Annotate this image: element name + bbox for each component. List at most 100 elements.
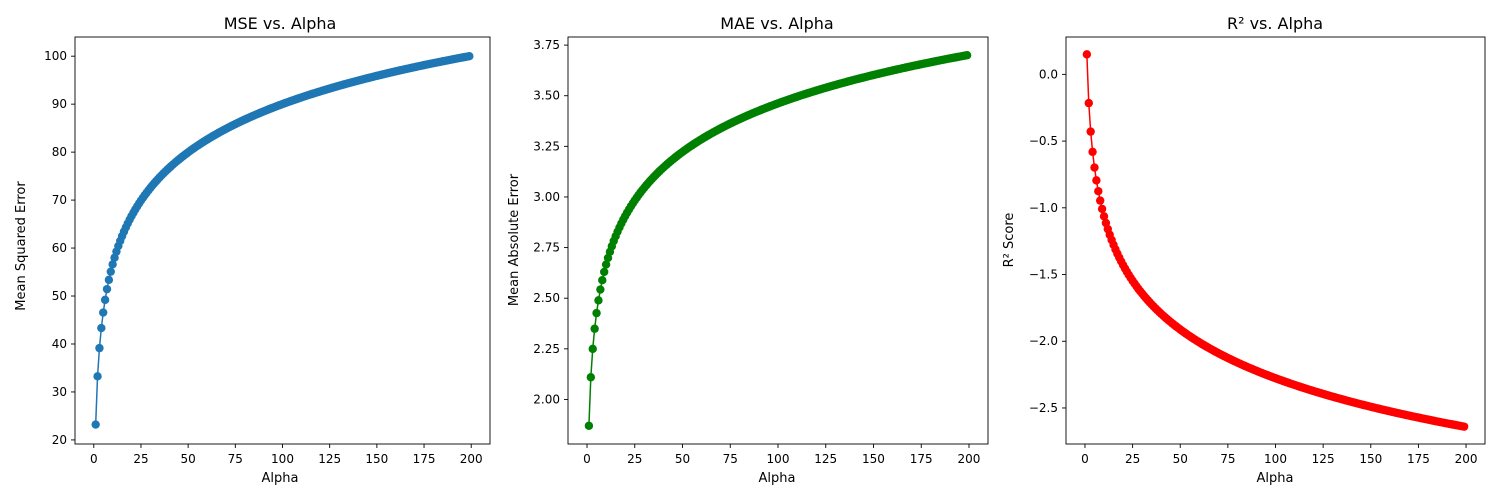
data-point <box>1459 422 1469 431</box>
x-tick-label: 200 <box>958 452 981 466</box>
y-tick-label: −0.5 <box>1029 134 1058 148</box>
y-tick-label: 30 <box>52 385 67 399</box>
y-tick-label: 50 <box>52 289 67 303</box>
y-tick-label: −1.0 <box>1029 201 1058 215</box>
y-tick-label: 2.00 <box>533 392 560 406</box>
y-tick-label: 3.00 <box>533 190 560 204</box>
data-point <box>102 284 112 294</box>
y-tick-label: 3.75 <box>533 38 560 52</box>
x-axis-label: Alpha <box>1257 471 1294 486</box>
y-tick-label: 0.0 <box>1039 67 1058 81</box>
x-tick-label: 200 <box>460 452 483 466</box>
x-tick-label: 200 <box>1455 452 1478 466</box>
x-tick-label: 175 <box>413 452 436 466</box>
y-tick-label: −2.0 <box>1029 334 1058 348</box>
x-axis-label: Alpha <box>262 471 299 486</box>
plot-frame <box>1065 36 1486 445</box>
x-tick-label: 75 <box>1220 452 1235 466</box>
x-tick-label: 150 <box>365 452 388 466</box>
y-tick-label: 20 <box>52 433 67 447</box>
series-line <box>588 54 968 426</box>
data-point <box>592 308 601 318</box>
data-point <box>100 295 110 305</box>
x-tick-label: 0 <box>583 452 591 466</box>
plot-frame <box>74 36 491 445</box>
x-tick-label: 125 <box>318 452 341 466</box>
chart-title: MAE vs. Alpha <box>720 14 833 33</box>
y-tick-label: 100 <box>44 49 67 63</box>
x-tick-label: 125 <box>814 452 837 466</box>
data-point <box>586 373 596 382</box>
x-tick-label: 25 <box>133 452 148 466</box>
data-point <box>99 308 108 317</box>
y-tick-label: 40 <box>52 337 67 351</box>
data-point <box>1084 98 1093 108</box>
data-point <box>1088 147 1097 157</box>
data-point <box>1097 204 1107 214</box>
data-point <box>91 420 100 429</box>
x-axis-label: Alpha <box>759 471 796 486</box>
x-tick-label: 50 <box>1173 452 1188 466</box>
data-point <box>465 51 474 61</box>
data-point <box>594 296 603 305</box>
data-point <box>962 51 972 60</box>
data-point <box>1099 212 1109 221</box>
y-tick-label: 2.25 <box>533 342 560 356</box>
x-tick-label: 100 <box>1264 452 1287 466</box>
x-tick-label: 150 <box>1359 452 1382 466</box>
data-point <box>1092 176 1101 185</box>
data-point <box>1086 127 1095 136</box>
data-point <box>596 285 605 294</box>
data-point <box>104 275 114 285</box>
y-axis-label: R² Score <box>1002 213 1017 268</box>
y-tick-label: −2.5 <box>1029 401 1058 415</box>
y-tick-label: 70 <box>52 193 67 207</box>
x-tick-label: 175 <box>1407 452 1430 466</box>
data-point <box>93 372 102 381</box>
data-point <box>97 323 106 333</box>
y-tick-label: 90 <box>52 97 67 111</box>
x-tick-label: 75 <box>723 452 738 466</box>
data-point <box>95 343 104 353</box>
data-point <box>590 324 599 333</box>
chart-panel-mae: MAE vs. Alpha Alpha Mean Absolute Error … <box>507 14 989 486</box>
data-point <box>584 421 594 430</box>
data-point <box>106 267 115 276</box>
y-tick-label: −1.5 <box>1029 268 1058 282</box>
data-point <box>588 344 597 354</box>
chart-title: MSE vs. Alpha <box>224 14 337 33</box>
chart-title: R² vs. Alpha <box>1227 14 1323 33</box>
x-tick-label: 0 <box>90 452 98 466</box>
y-tick-label: 2.50 <box>533 291 560 305</box>
data-point <box>601 260 611 269</box>
x-tick-label: 100 <box>767 452 790 466</box>
data-point <box>1096 196 1105 205</box>
x-tick-label: 100 <box>271 452 294 466</box>
chart-panel-mse: MSE vs. Alpha Alpha Mean Squared Error 0… <box>14 14 491 486</box>
y-axis-label: Mean Absolute Error <box>507 173 522 306</box>
data-point <box>599 267 609 277</box>
x-tick-label: 0 <box>1081 452 1089 466</box>
series-line <box>1086 54 1465 428</box>
y-tick-label: 80 <box>52 145 67 159</box>
x-tick-label: 125 <box>1312 452 1335 466</box>
plot-frame <box>567 36 989 445</box>
x-tick-label: 25 <box>627 452 642 466</box>
x-tick-label: 150 <box>862 452 885 466</box>
y-tick-label: 2.75 <box>533 241 560 255</box>
data-point <box>108 260 117 269</box>
y-tick-label: 3.50 <box>533 89 560 103</box>
y-axis-label: Mean Squared Error <box>14 181 29 311</box>
x-tick-label: 50 <box>180 452 195 466</box>
y-tick-label: 3.25 <box>533 139 560 153</box>
x-tick-label: 25 <box>1125 452 1140 466</box>
y-tick-label: 60 <box>52 241 67 255</box>
x-tick-label: 75 <box>228 452 243 466</box>
data-point <box>598 276 607 285</box>
chart-panel-r2: R² vs. Alpha Alpha R² Score 0 25 50 75 100 12… <box>1002 14 1486 486</box>
series-line <box>94 55 470 425</box>
data-point <box>1094 187 1103 196</box>
data-point <box>1090 163 1099 172</box>
x-tick-label: 175 <box>910 452 933 466</box>
